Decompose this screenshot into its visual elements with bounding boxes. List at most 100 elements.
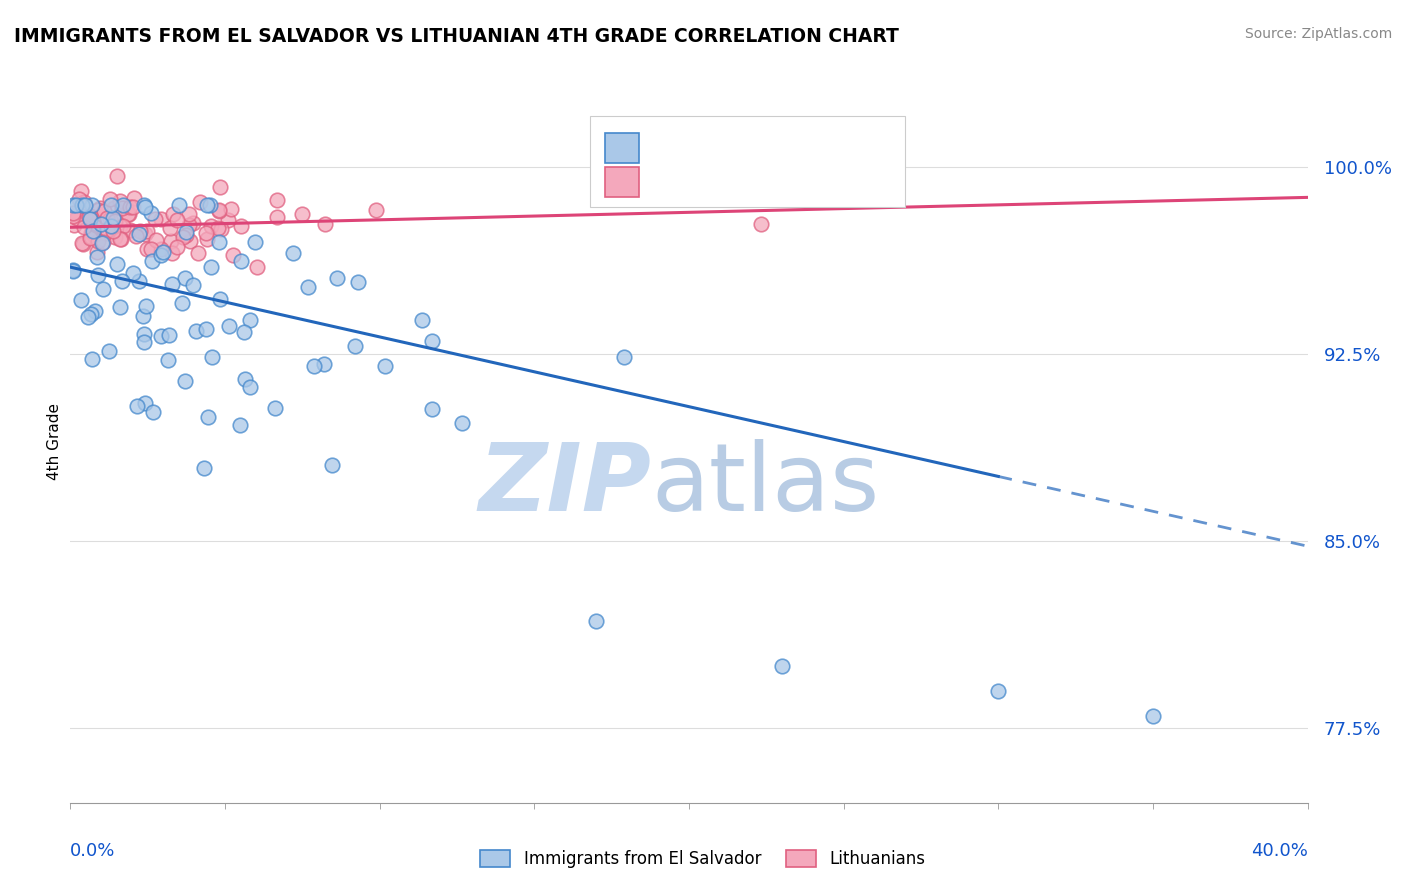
Point [150, 248, 173, 262]
Point [104, 230, 127, 244]
Point [125, 228, 148, 243]
Point [150, 328, 173, 343]
Point [159, 234, 181, 248]
Point [246, 260, 269, 274]
Point [243, 235, 266, 250]
Point [86, 250, 108, 264]
Point [105, 258, 128, 272]
Point [218, 318, 240, 333]
Text: 40.0%: 40.0% [1251, 842, 1308, 860]
Point [159, 220, 181, 235]
Point [135, 299, 157, 313]
Point [110, 274, 132, 288]
Point [198, 198, 221, 212]
Point [104, 214, 127, 228]
Point [134, 200, 156, 214]
Point [72, 198, 94, 212]
Point [166, 213, 188, 227]
Point [195, 232, 218, 246]
Point [100, 198, 122, 212]
Point [177, 207, 200, 221]
Point [209, 222, 232, 236]
Point [134, 395, 156, 409]
Point [297, 279, 319, 293]
Point [83, 227, 105, 242]
Text: ZIP: ZIP [479, 439, 652, 531]
Point [200, 260, 222, 274]
Point [135, 243, 157, 257]
Point [86, 244, 108, 259]
Point [97, 343, 120, 358]
Point [96, 211, 118, 225]
Point [141, 253, 163, 268]
Point [136, 224, 159, 238]
Point [67, 192, 90, 206]
Point [174, 271, 197, 285]
Point [160, 245, 183, 260]
Point [80, 352, 103, 367]
Point [122, 200, 145, 214]
Point [66, 211, 89, 226]
Point [120, 201, 142, 215]
Point [112, 219, 135, 233]
Point [134, 334, 156, 349]
Legend: Immigrants from El Salvador, Lithuanians: Immigrants from El Salvador, Lithuanians [474, 843, 932, 875]
Point [344, 339, 367, 353]
Point [118, 207, 141, 221]
Point [86, 234, 108, 248]
Point [98, 211, 121, 226]
Point [314, 217, 336, 231]
Point [217, 212, 239, 227]
Point [749, 217, 772, 231]
FancyBboxPatch shape [605, 133, 640, 163]
Point [62, 198, 84, 212]
Point [134, 227, 156, 242]
Point [132, 309, 155, 323]
Point [84, 303, 107, 318]
Point [62, 218, 84, 232]
Point [266, 193, 288, 207]
Point [200, 219, 222, 234]
Point [291, 207, 314, 221]
Point [73, 194, 96, 209]
Point [122, 191, 145, 205]
Point [346, 276, 368, 290]
Point [91, 282, 114, 296]
Point [62, 209, 84, 223]
Point [111, 198, 134, 212]
Point [62, 206, 84, 220]
Point [208, 180, 231, 194]
Point [89, 201, 111, 215]
Point [228, 418, 250, 433]
Point [132, 198, 155, 212]
Point [73, 219, 96, 234]
Point [208, 235, 231, 249]
Point [233, 325, 256, 339]
Point [239, 380, 262, 394]
Point [229, 253, 252, 268]
Point [195, 198, 218, 212]
Point [172, 230, 194, 244]
FancyBboxPatch shape [605, 167, 640, 197]
Point [65, 198, 87, 212]
Point [143, 212, 166, 227]
Point [451, 417, 474, 431]
Text: -0.572: -0.572 [676, 139, 741, 157]
Point [125, 400, 148, 414]
Point [157, 352, 180, 367]
Point [312, 358, 335, 372]
Point [207, 204, 229, 219]
Point [83, 224, 105, 238]
Point [174, 225, 197, 239]
Text: atlas: atlas [652, 439, 880, 531]
Point [194, 226, 217, 240]
Point [79, 214, 101, 228]
Point [1142, 708, 1164, 723]
Point [70, 235, 93, 250]
Point [141, 206, 163, 220]
FancyBboxPatch shape [591, 117, 905, 207]
Point [115, 200, 138, 214]
Text: IMMIGRANTS FROM EL SALVADOR VS LITHUANIAN 4TH GRADE CORRELATION CHART: IMMIGRANTS FROM EL SALVADOR VS LITHUANIA… [14, 27, 898, 45]
Point [70, 293, 93, 307]
Point [170, 295, 193, 310]
